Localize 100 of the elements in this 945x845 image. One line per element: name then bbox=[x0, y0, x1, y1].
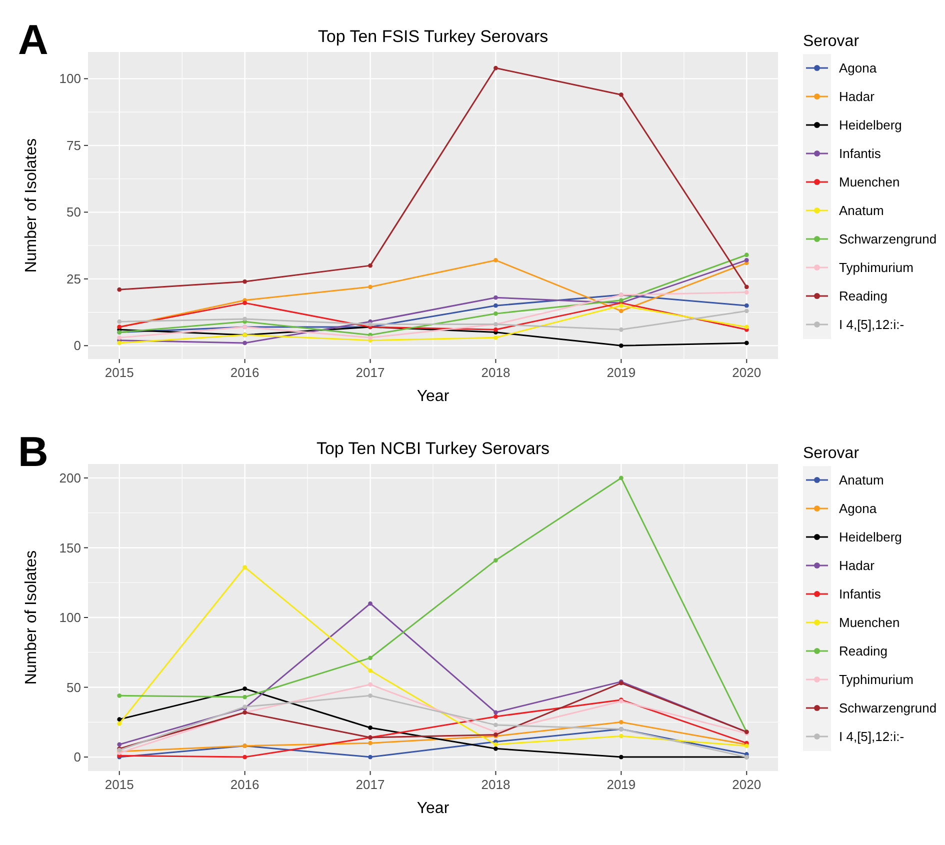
point bbox=[242, 316, 248, 322]
y-tick-label: 100 bbox=[59, 610, 81, 626]
legend-label: Reading bbox=[839, 644, 888, 659]
y-tick-label: 200 bbox=[59, 470, 81, 486]
point bbox=[117, 693, 122, 698]
point bbox=[242, 340, 248, 346]
legend-label: Muenchen bbox=[839, 615, 900, 630]
point bbox=[744, 324, 749, 330]
legend-label: I 4,[5],12:i:- bbox=[839, 317, 904, 332]
y-tick-label: 50 bbox=[66, 204, 81, 220]
point bbox=[117, 340, 122, 346]
legend-label: Heidelberg bbox=[839, 530, 902, 545]
point bbox=[618, 734, 624, 738]
point bbox=[618, 754, 624, 760]
y-tick-label: 75 bbox=[66, 138, 81, 153]
chart-title: Top Ten FSIS Turkey Serovars bbox=[318, 27, 548, 46]
point bbox=[618, 303, 624, 308]
point bbox=[744, 308, 749, 314]
point bbox=[368, 668, 372, 673]
point bbox=[368, 740, 372, 746]
x-tick-label: 2017 bbox=[356, 365, 385, 380]
legend-label: Typhimurium bbox=[839, 260, 914, 276]
y-tick-label: 100 bbox=[59, 71, 81, 86]
legend-label: Infantis bbox=[839, 146, 882, 162]
point bbox=[494, 335, 498, 340]
x-tick-label: 2016 bbox=[230, 777, 260, 792]
point bbox=[494, 303, 498, 308]
point bbox=[744, 290, 749, 294]
y-tick-label: 25 bbox=[66, 271, 81, 286]
point bbox=[117, 319, 122, 324]
point bbox=[618, 298, 624, 302]
point bbox=[368, 693, 372, 698]
point bbox=[368, 726, 372, 730]
point bbox=[744, 303, 749, 308]
point bbox=[618, 327, 624, 332]
chart-title: Top Ten NCBI Turkey Serovars bbox=[316, 439, 550, 458]
y-tick-label: 0 bbox=[74, 338, 81, 354]
point bbox=[494, 710, 498, 715]
legend-label: Schwarzengrund bbox=[839, 700, 937, 716]
point bbox=[368, 601, 372, 606]
x-tick-label: 2018 bbox=[481, 777, 510, 792]
point bbox=[242, 565, 248, 570]
point bbox=[117, 721, 122, 726]
point bbox=[494, 746, 498, 751]
point bbox=[368, 284, 372, 290]
x-axis-title: Year bbox=[416, 800, 450, 817]
point bbox=[494, 714, 498, 719]
legend-label: Hadar bbox=[839, 558, 876, 574]
point bbox=[494, 558, 498, 562]
text: A bbox=[18, 16, 48, 63]
point bbox=[618, 720, 624, 724]
point bbox=[368, 322, 372, 326]
point bbox=[494, 742, 498, 747]
y-axis-title: Number of Isolates bbox=[23, 138, 40, 273]
point bbox=[368, 754, 372, 760]
legend-label: Anatum bbox=[839, 472, 884, 488]
point bbox=[494, 722, 498, 728]
y-axis-title: Number of Isolates bbox=[23, 550, 40, 685]
point bbox=[744, 340, 749, 346]
legend-label: Anatum bbox=[839, 203, 884, 218]
point bbox=[242, 754, 248, 760]
point bbox=[242, 279, 248, 284]
legend-title: Serovar bbox=[803, 33, 860, 50]
legend-label: Agona bbox=[839, 501, 878, 516]
point bbox=[494, 66, 498, 70]
x-tick-label: 2019 bbox=[606, 365, 636, 380]
x-tick-label: 2016 bbox=[230, 365, 260, 380]
point bbox=[744, 252, 749, 258]
legend-label: Typhimurium bbox=[839, 672, 914, 688]
point bbox=[494, 295, 498, 300]
x-tick-label: 2019 bbox=[606, 777, 636, 792]
legend-label: Agona bbox=[839, 60, 878, 76]
point bbox=[744, 284, 749, 290]
legend-label: Reading bbox=[839, 288, 888, 304]
point bbox=[494, 327, 498, 332]
y-tick-label: 0 bbox=[74, 750, 81, 765]
legend-label: Hadar bbox=[839, 89, 876, 104]
point bbox=[117, 335, 122, 340]
point bbox=[368, 682, 372, 687]
x-tick-label: 2018 bbox=[481, 365, 510, 380]
legend-label: Infantis bbox=[839, 586, 882, 602]
x-tick-label: 2020 bbox=[732, 777, 762, 792]
point bbox=[368, 656, 372, 660]
point bbox=[117, 717, 122, 722]
point bbox=[618, 476, 624, 480]
point bbox=[744, 258, 749, 262]
point bbox=[242, 300, 248, 306]
x-tick-label: 2015 bbox=[104, 365, 134, 380]
x-tick-label: 2017 bbox=[356, 777, 385, 792]
x-tick-label: 2015 bbox=[104, 777, 134, 792]
point bbox=[368, 263, 372, 268]
x-tick-label: 2020 bbox=[732, 365, 762, 380]
legend-title: Serovar bbox=[803, 445, 860, 462]
point bbox=[117, 742, 122, 747]
point bbox=[242, 686, 248, 691]
point bbox=[494, 311, 498, 316]
point bbox=[618, 308, 624, 314]
x-axis-title: Year bbox=[416, 388, 450, 405]
legend-label: Schwarzengrund bbox=[839, 232, 937, 247]
point bbox=[618, 343, 624, 348]
